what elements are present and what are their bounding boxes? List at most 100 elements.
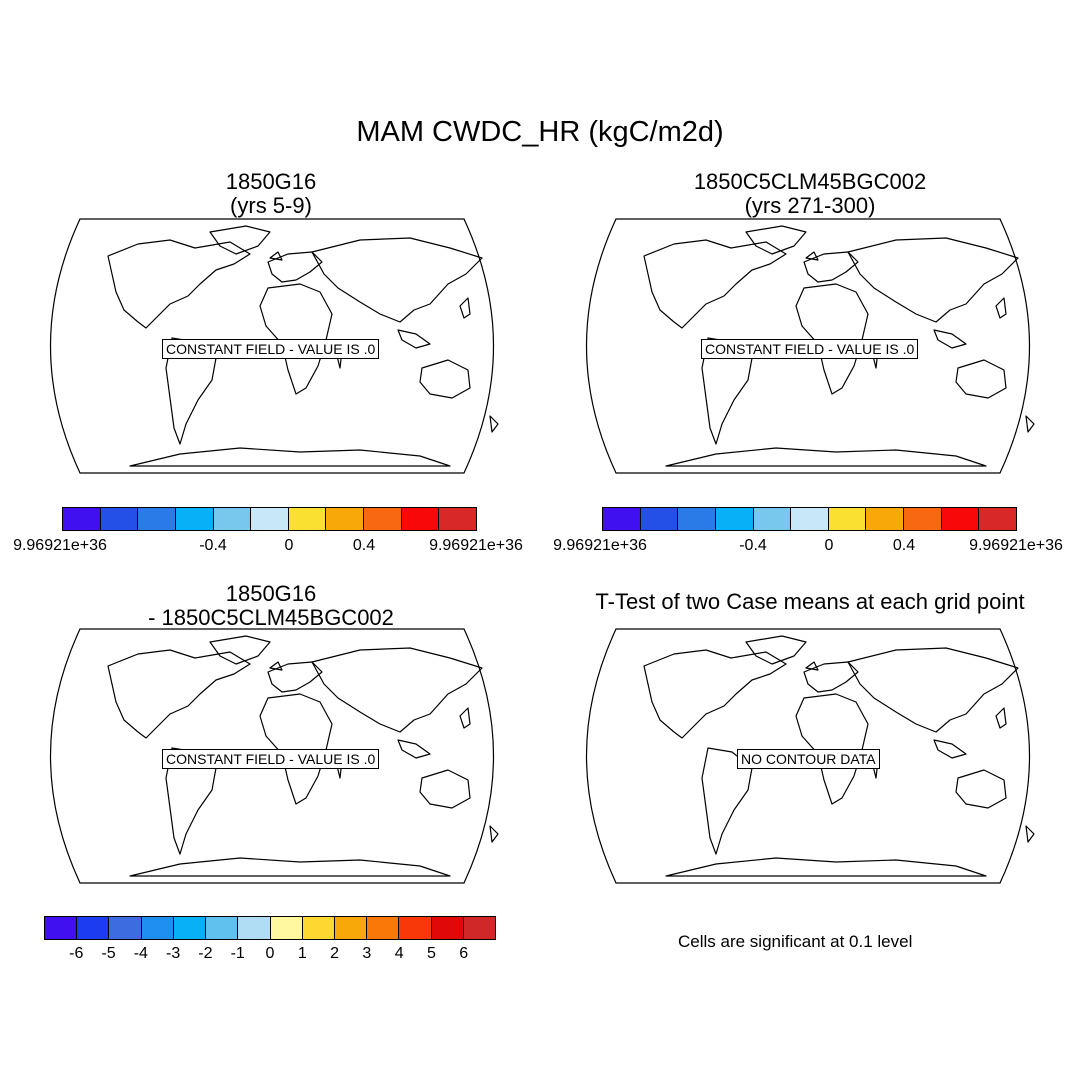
tick-label: -4 [133, 945, 148, 962]
coastline [803, 661, 859, 693]
colorbar-box [251, 508, 289, 530]
colorbar-box [138, 508, 176, 530]
coastline [129, 857, 451, 877]
colorbar-difference-ticks: -6 -5 -4 -3 -2 -1 0 1 2 3 4 5 6 [44, 945, 496, 965]
colorbar-box [463, 917, 496, 939]
tick-label: 1 [297, 945, 307, 962]
colorbar-box [439, 508, 477, 530]
colorbar-box [173, 917, 207, 939]
colorbar-box [753, 508, 792, 530]
tick-label: -3 [166, 945, 181, 962]
colorbar-box [270, 917, 303, 939]
coastline [397, 739, 431, 759]
colorbar-box [63, 508, 101, 530]
panel-4-title-line1: T-Test of two Case means at each grid po… [595, 589, 1025, 614]
no-contour-label: NO CONTOUR DATA [737, 749, 880, 769]
tick-label: 0 [265, 945, 275, 962]
coastline [259, 283, 333, 395]
coastline [267, 661, 323, 693]
coastline [269, 661, 283, 671]
coastline [745, 225, 807, 255]
tick-label: -6 [69, 945, 84, 962]
panel-2-title-line1: 1850C5CLM45BGC002 [693, 169, 927, 194]
coastline [955, 769, 1007, 809]
colorbar-box [175, 508, 214, 530]
coastline [311, 647, 483, 733]
colorbar-box [603, 508, 641, 530]
colorbar-box [791, 508, 829, 530]
coastline [643, 239, 787, 329]
colorbar-box [109, 917, 142, 939]
constant-field-label: CONSTANT FIELD - VALUE IS .0 [162, 749, 380, 769]
coastline [489, 415, 499, 433]
panel-1-title-line2: (yrs 5-9) [230, 193, 312, 218]
map-panel-1: CONSTANT FIELD - VALUE IS .0 [20, 218, 524, 474]
colorbar-panel-1 [62, 507, 477, 531]
panel-3-title-line1: 1850G16 [225, 581, 317, 606]
world-map [586, 218, 1035, 474]
coastline [665, 857, 987, 877]
colorbar-box [334, 917, 368, 939]
coastline [107, 649, 251, 739]
coastline [419, 359, 471, 399]
panel-2-title-line2: (yrs 271-300) [744, 193, 876, 218]
colorbar-box [213, 508, 252, 530]
map-frame [50, 628, 494, 884]
tick-label: 9.96921e+36 [429, 537, 523, 554]
tick-label: -0.4 [739, 537, 767, 554]
tick-label: 0 [284, 537, 294, 554]
colorbar-box [431, 917, 464, 939]
tick-label: 9.96921e+36 [553, 537, 647, 554]
panel-2-title: 1850C5CLM45BGC002 (yrs 271-300) [660, 170, 960, 218]
colorbar-panel-2 [602, 507, 1017, 531]
colorbar-box [941, 508, 980, 530]
map-frame [50, 218, 494, 474]
panel-3-title-line2: - 1850C5CLM45BGC002 [148, 605, 394, 630]
map-panel-2: CONSTANT FIELD - VALUE IS .0 [556, 218, 1060, 474]
coastline [995, 297, 1007, 319]
coastline [933, 739, 967, 759]
colorbar-box [828, 508, 867, 530]
coastline [489, 825, 499, 843]
tick-label: 4 [394, 945, 404, 962]
coastline [419, 769, 471, 809]
main-title: MAM CWDC_HR (kgC/m2d) [356, 116, 724, 148]
colorbar-box [401, 508, 440, 530]
colorbar-box [364, 508, 402, 530]
tick-label: 6 [459, 945, 469, 962]
coastline [805, 661, 819, 671]
coastline [955, 359, 1007, 399]
coastline [129, 447, 451, 467]
colorbar-box [77, 917, 110, 939]
tick-label: -5 [101, 945, 116, 962]
tick-label: 9.96921e+36 [13, 537, 107, 554]
colorbar-box [206, 917, 239, 939]
colorbar-box [715, 508, 754, 530]
coastline [107, 239, 251, 329]
colorbar-box [302, 917, 335, 939]
world-map [50, 218, 499, 474]
colorbar-box [367, 917, 400, 939]
tick-label: 2 [330, 945, 340, 962]
tick-label: 0 [824, 537, 834, 554]
colorbar-box [678, 508, 716, 530]
tick-label: 9.96921e+36 [969, 537, 1063, 554]
coastline [933, 329, 967, 349]
coastline [459, 297, 471, 319]
colorbar-box [100, 508, 139, 530]
tick-label: -0.4 [199, 537, 227, 554]
colorbar-box [326, 508, 365, 530]
coastline [803, 251, 859, 283]
tick-label: 5 [426, 945, 436, 962]
coastline [745, 635, 807, 665]
colorbar-box [866, 508, 905, 530]
coastline [267, 251, 323, 283]
coastline [795, 283, 869, 395]
coastline [459, 707, 471, 729]
coastline [805, 251, 819, 261]
map-frame [586, 218, 1030, 474]
colorbar-box [238, 917, 271, 939]
coastline [847, 647, 1019, 733]
panel-1-title-line1: 1850G16 [225, 169, 317, 194]
coastline [643, 649, 787, 739]
